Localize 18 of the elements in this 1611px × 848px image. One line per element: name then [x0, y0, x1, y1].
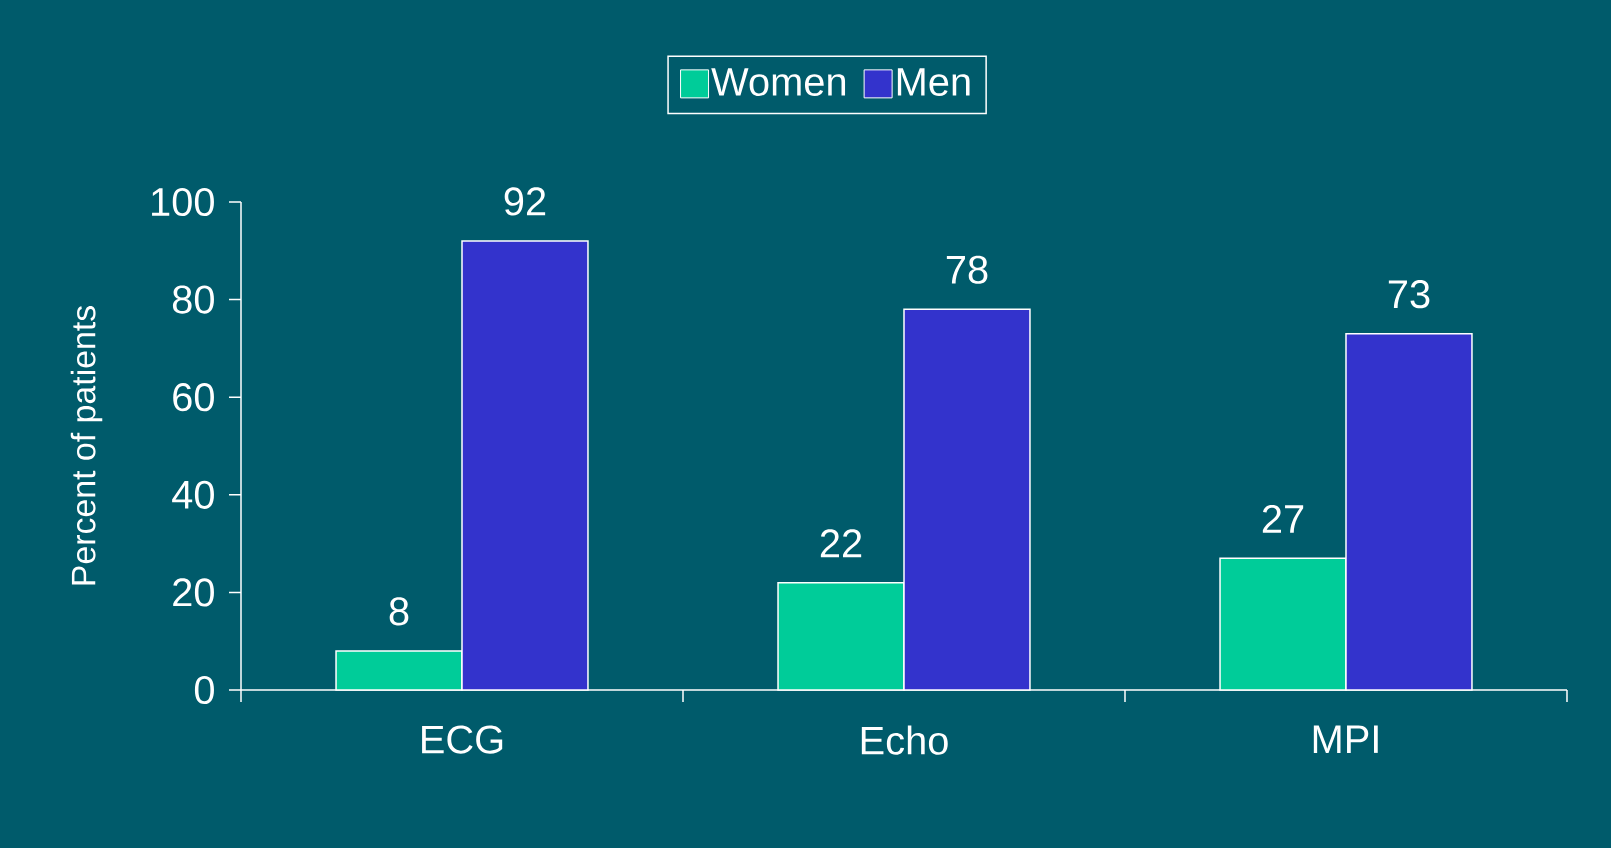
- y-tick-label: 0: [194, 675, 214, 705]
- y-tick-label: 80: [172, 285, 214, 314]
- x-tick-label: MPI: [1313, 725, 1378, 753]
- y-tick-label: 100: [152, 187, 214, 217]
- x-tick-label: Echo: [861, 725, 948, 755]
- data-label: 73: [1388, 280, 1430, 309]
- y-tick-label: 20: [173, 578, 214, 607]
- x-tick-label: ECG: [422, 725, 503, 754]
- data-label: 78: [946, 255, 988, 284]
- legend-label: Women: [711, 68, 846, 96]
- data-label: 27: [1262, 504, 1304, 533]
- legend-label: Men: [897, 68, 970, 96]
- data-label: 8: [389, 597, 409, 626]
- y-tick-label: 60: [173, 383, 214, 412]
- data-label: 22: [820, 529, 862, 558]
- y-axis-title: Percent of patients: [70, 306, 103, 585]
- data-label: 92: [504, 187, 546, 216]
- y-tick-label: 40: [172, 480, 214, 509]
